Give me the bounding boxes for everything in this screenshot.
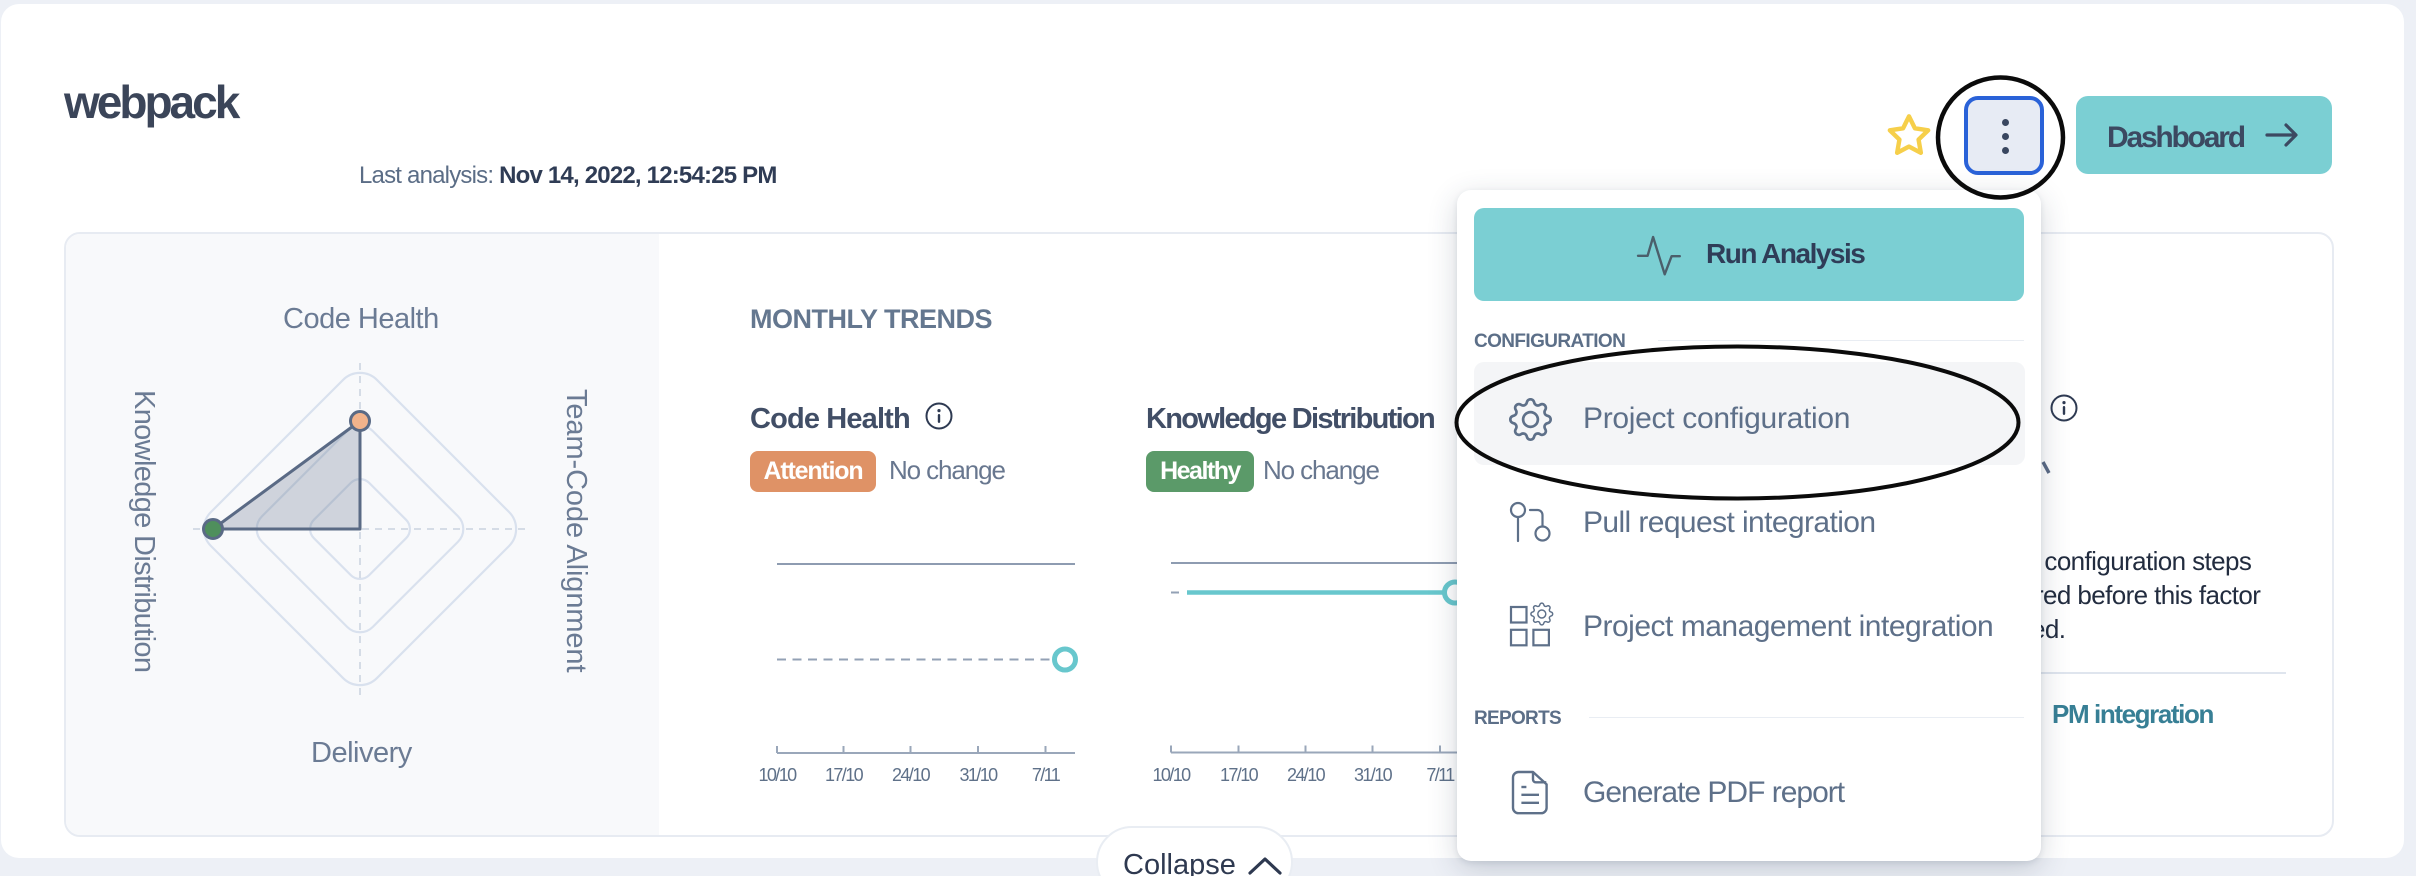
svg-text:24/10: 24/10 (892, 765, 931, 785)
svg-text:7/11: 7/11 (1032, 765, 1061, 785)
svg-text:31/10: 31/10 (1354, 765, 1393, 785)
svg-text:17/10: 17/10 (825, 765, 864, 785)
svg-text:10/10: 10/10 (1152, 765, 1191, 785)
svg-text:31/10: 31/10 (959, 765, 998, 785)
svg-text:24/10: 24/10 (1287, 765, 1326, 785)
svg-text:17/10: 17/10 (1220, 765, 1259, 785)
svg-text:7/11: 7/11 (1426, 765, 1455, 785)
svg-text:10/10: 10/10 (758, 765, 797, 785)
